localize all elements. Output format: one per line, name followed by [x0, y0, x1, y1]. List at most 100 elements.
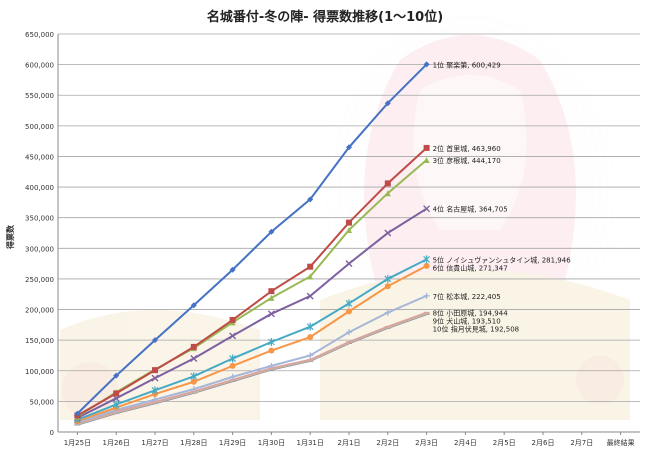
chart-title: 名城番付-冬の陣- 得票数推移(1〜10位) [207, 9, 443, 25]
y-tick-label: 0 [50, 429, 54, 437]
series-7 [74, 292, 430, 426]
data-point [423, 205, 431, 213]
series-end-label: 9位 犬山城, 193,510 [433, 317, 501, 326]
y-tick-label: 250,000 [25, 276, 54, 284]
x-tick-label: 2月1日 [338, 439, 361, 447]
data-point [423, 61, 430, 68]
x-tick-label: 2月4日 [454, 439, 477, 447]
data-point [152, 396, 158, 403]
y-tick-label: 500,000 [25, 123, 54, 131]
series-line [77, 264, 428, 422]
series-end-label: 5位 ノイシュヴァンシュタイン城, 281,946 [433, 255, 572, 264]
y-tick-label: 100,000 [25, 368, 54, 376]
data-point [229, 266, 236, 273]
label-layer: 1位 聚楽第, 600,429 2位 首里城, 463,960 3位 彦根城, 44… [433, 60, 572, 333]
y-tick-label: 350,000 [25, 215, 54, 223]
x-tick-label: 2月7日 [570, 439, 593, 447]
x-tick-label: 2月5日 [493, 439, 516, 447]
y-tick-label: 550,000 [25, 92, 54, 100]
series-end-label: 4位 名古屋城, 364,705 [433, 205, 508, 214]
x-tick-label: 1月27日 [141, 439, 168, 447]
data-point [346, 226, 352, 233]
data-point [152, 337, 158, 344]
x-tick-label: 2月2日 [376, 439, 399, 447]
data-point [423, 255, 431, 264]
data-point [307, 263, 314, 270]
x-tick-label: 1月29日 [219, 439, 246, 447]
y-axis-label: 得票数 [5, 224, 15, 250]
data-point [384, 180, 391, 187]
series-line [77, 311, 427, 425]
data-point [307, 273, 314, 280]
data-point [74, 410, 81, 417]
data-point [346, 144, 352, 151]
data-point [306, 322, 314, 331]
data-point [229, 373, 236, 380]
x-tick-label: 1月28日 [180, 439, 207, 447]
data-point [268, 294, 275, 301]
y-tick-label: 650,000 [25, 31, 54, 39]
series-end-label: 3位 彦根城, 444,170 [433, 156, 501, 165]
data-point [152, 367, 158, 374]
data-point [268, 228, 275, 235]
series-line [76, 147, 428, 417]
x-tick-label: 1月26日 [103, 439, 130, 447]
data-point [113, 390, 120, 397]
data-point [268, 288, 275, 295]
series-line [77, 258, 428, 421]
series-5 [73, 255, 431, 424]
series-end-label: 2位 首里城, 463,960 [433, 144, 501, 153]
data-point [306, 292, 314, 300]
data-point [384, 100, 391, 107]
y-tick-label: 200,000 [25, 307, 54, 315]
y-tick-label: 450,000 [25, 153, 54, 161]
x-tick-label: 1月25日 [64, 439, 91, 447]
data-point [345, 299, 353, 308]
data-point [384, 274, 392, 283]
data-point [423, 157, 430, 164]
data-point [190, 386, 197, 393]
data-point [384, 229, 392, 237]
data-point [229, 316, 236, 323]
axis-layer: 0 50,000 100,000 150,000 200,000 250,000 300,0… [25, 31, 640, 447]
data-point [268, 347, 275, 354]
series-end-label: 7位 松本城, 222,405 [433, 292, 501, 301]
x-tick-label: 最終結果 [607, 438, 635, 447]
x-tick-label: 2月6日 [532, 439, 555, 447]
series-line [76, 63, 428, 415]
y-tick-label: 150,000 [25, 337, 54, 345]
data-point [346, 329, 352, 336]
series-1 [74, 61, 430, 417]
data-point [307, 196, 314, 203]
series-end-label: 10位 指月伏見城, 192,508 [433, 325, 520, 334]
data-point [190, 355, 198, 363]
x-tick-label: 2月3日 [415, 439, 438, 447]
data-point [423, 262, 430, 269]
data-point [307, 334, 314, 341]
data-point [307, 352, 314, 359]
x-tick-label: 1月30日 [258, 439, 285, 447]
data-point [267, 310, 275, 318]
data-point [384, 283, 391, 290]
data-point [268, 362, 275, 369]
data-point [229, 354, 237, 363]
data-point [346, 219, 352, 226]
background-illustration [60, 10, 630, 420]
data-point [384, 190, 391, 197]
data-point [423, 292, 430, 299]
data-point [151, 374, 159, 382]
data-point [423, 144, 430, 151]
data-point [346, 308, 352, 315]
data-point [190, 372, 198, 381]
series-end-label: 1位 聚楽第, 600,429 [433, 60, 501, 69]
series-end-label: 8位 小田原城, 194,944 [433, 309, 509, 318]
series-layer [73, 61, 431, 426]
data-point [229, 362, 236, 369]
series-line [77, 294, 427, 424]
data-point [190, 378, 197, 385]
y-tick-label: 300,000 [25, 245, 54, 253]
data-point [267, 337, 275, 346]
y-tick-label: 600,000 [25, 62, 54, 70]
